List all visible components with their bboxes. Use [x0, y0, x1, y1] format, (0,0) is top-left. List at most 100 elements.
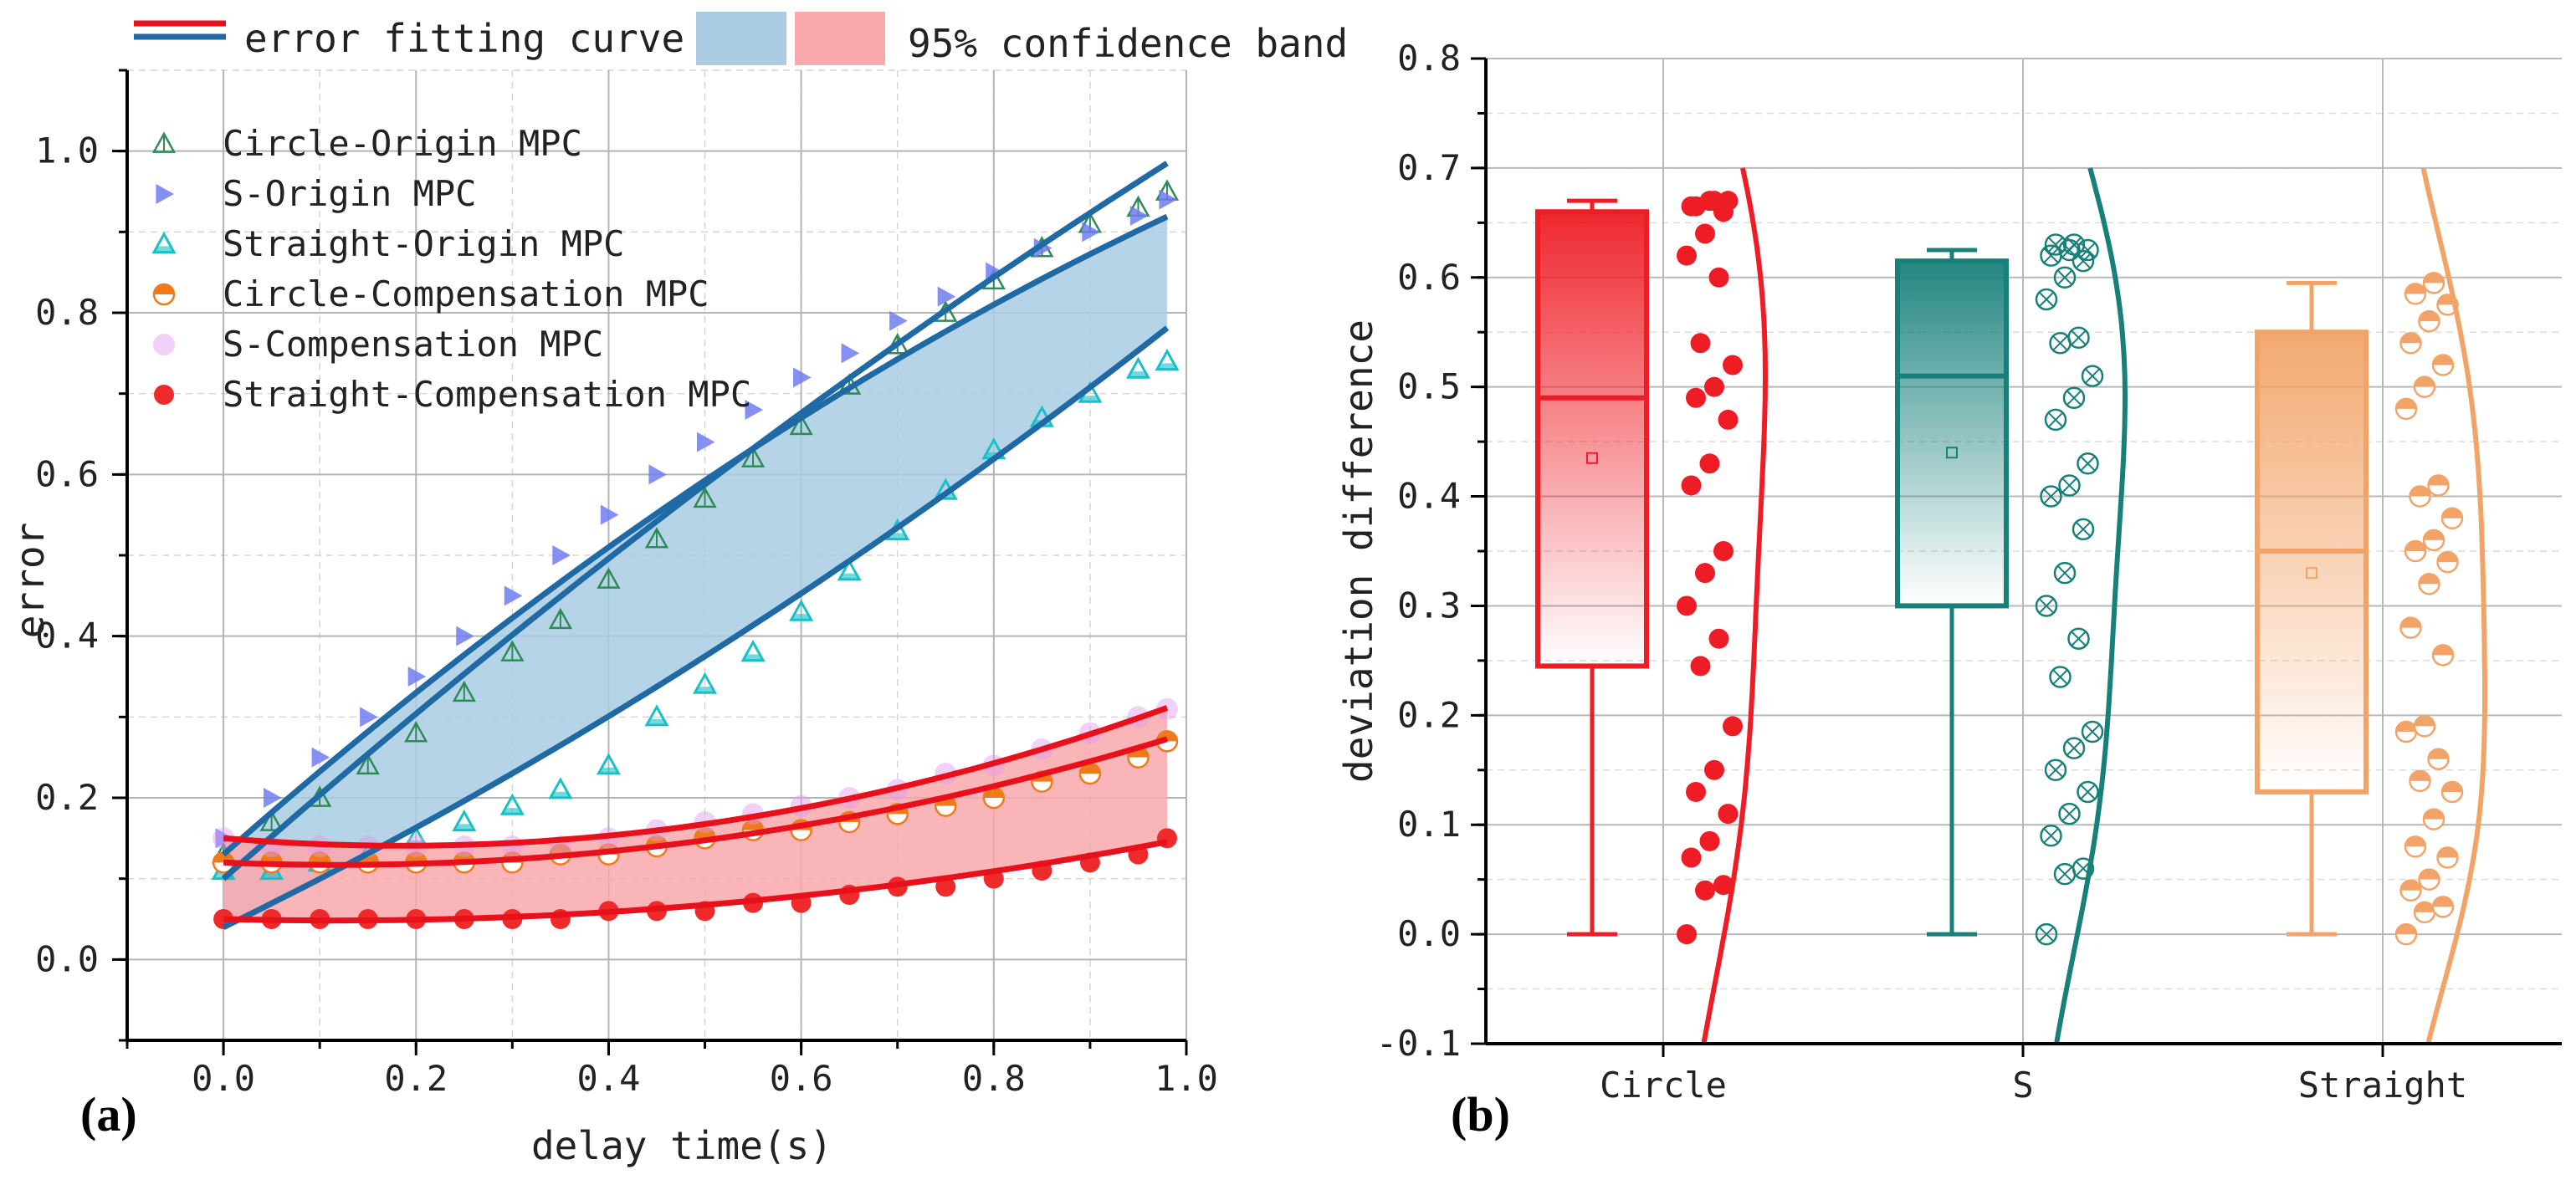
panel-b: -0.1 0.0 0.1 0.2 0.3 0.4 0.5 0.6 0.7 0.8 Circle S St…	[1336, 38, 2562, 1142]
panel-b-y-axis-label: deviation difference	[1336, 319, 1381, 783]
data-point	[552, 545, 571, 565]
y-tick-label: 0.5	[1397, 366, 1461, 407]
mean-marker	[1946, 447, 1958, 459]
data-point	[793, 367, 812, 388]
data-point-x2	[2038, 598, 2055, 614]
y-tick-label: 0.7	[1397, 147, 1461, 188]
data-point-fill	[453, 824, 474, 830]
data-point-fill	[2424, 273, 2444, 284]
data-point	[2058, 474, 2081, 497]
data-point	[1723, 355, 1743, 375]
legend-label: S-Compensation MPC	[223, 324, 603, 365]
data-point-fill	[2400, 880, 2421, 891]
x-tick-label: 0.8	[962, 1058, 1026, 1099]
data-point-x2	[2080, 242, 2096, 258]
data-point-fill	[550, 791, 571, 798]
data-point	[501, 835, 524, 857]
data-point	[2040, 825, 2062, 847]
data-point-fill	[2433, 355, 2453, 365]
data-point-fill	[839, 573, 860, 580]
fit-curve	[221, 161, 1169, 881]
box-group-s	[1895, 167, 2128, 1045]
data-point	[1704, 191, 1724, 212]
box-iqr	[1895, 258, 2009, 609]
data-point-fill	[2433, 896, 2453, 907]
data-point-x2	[2043, 488, 2059, 504]
data-point	[2077, 780, 2099, 804]
data-point	[2040, 485, 2062, 508]
legend-red-band-swatch	[795, 12, 885, 65]
data-point	[2053, 266, 2077, 289]
y-tick-label: 0.1	[1397, 804, 1461, 845]
panel-b-ticks: -0.1 0.0 0.1 0.2 0.3 0.4 0.5 0.6 0.7 0.8 Circle S St…	[1376, 38, 2467, 1106]
data-point-fill	[2405, 541, 2425, 551]
data-point	[1686, 781, 1706, 802]
box-group-straight	[2255, 167, 2487, 1045]
panel-a-ticks: 0.0 0.2 0.4 0.6 0.8 1.0 0.0 0.2 0.4 0.6 0.8 1.0	[35, 69, 1218, 1099]
y-tick-label: -0.1	[1376, 1023, 1461, 1064]
data-point-x2	[2084, 368, 2101, 384]
data-point-fill	[743, 654, 764, 661]
box-iqr	[1535, 209, 1649, 669]
data-point-x2	[2084, 723, 2101, 740]
data-point-x2	[2047, 762, 2064, 778]
data-point	[504, 585, 523, 606]
data-point	[696, 432, 715, 452]
density-curve	[2420, 167, 2487, 1045]
panel-a: 0.0 0.2 0.4 0.6 0.8 1.0 0.0 0.2 0.4 0.6 0.8 1.0 Cir…	[8, 69, 1218, 1168]
panel-b-grid	[1486, 58, 2562, 1045]
data-point	[937, 286, 956, 307]
legend-marker-fill	[154, 284, 174, 294]
data-point-x2	[2043, 248, 2059, 263]
data-point	[2062, 386, 2086, 410]
data-point	[1033, 238, 1052, 258]
y-tick-label: 0.8	[35, 292, 99, 333]
data-point-x2	[2075, 521, 2092, 537]
data-point	[2062, 737, 2086, 759]
data-point-fill	[550, 844, 571, 855]
legend-label: Circle-Origin MPC	[223, 123, 582, 164]
top-legend: error fitting curve 95% confidence band	[134, 12, 1348, 66]
panel-a-fit-curves	[221, 161, 1170, 930]
panel-a-label: (a)	[80, 1087, 137, 1142]
data-point	[2081, 365, 2104, 387]
data-point-x2	[2038, 927, 2055, 942]
data-point	[745, 400, 764, 420]
data-point-fill	[310, 852, 330, 863]
data-point	[2053, 561, 2077, 585]
legend-marker	[153, 334, 175, 355]
mean-marker	[1586, 452, 1598, 464]
data-point-fill	[647, 718, 667, 725]
data-point-fill	[2419, 869, 2440, 880]
data-point-fill	[2419, 311, 2440, 322]
data-point	[2072, 518, 2095, 541]
data-point-x2	[2061, 806, 2077, 822]
data-point-fill	[2405, 836, 2425, 847]
panel-a-legend: Circle-Origin MPC S-Origin MPC Straight-Or…	[151, 123, 751, 415]
x-tick-label: Straight	[2298, 1065, 2467, 1106]
data-point-fill	[2415, 902, 2435, 912]
data-point-fill	[2415, 376, 2435, 387]
data-point-fill	[2396, 721, 2416, 732]
data-point-x2	[2056, 565, 2073, 581]
legend-label: Straight-Origin MPC	[223, 223, 624, 264]
data-point-fill	[694, 687, 715, 693]
panel-b-label: (b)	[1451, 1087, 1510, 1142]
legend-label: S-Origin MPC	[223, 173, 476, 214]
data-point-x2	[2056, 269, 2073, 285]
data-point-fill	[1079, 764, 1100, 774]
data-point	[2035, 288, 2058, 311]
data-point-x2	[2071, 329, 2087, 345]
legend-label: Straight-Compensation MPC	[223, 374, 751, 415]
fit-curve	[223, 705, 1169, 849]
data-point	[1686, 196, 1706, 217]
data-point	[456, 626, 474, 646]
data-point	[311, 747, 330, 768]
data-point-fill	[2400, 333, 2421, 344]
data-point-fill	[1079, 396, 1100, 402]
data-point	[407, 667, 427, 687]
data-point	[360, 707, 378, 728]
data-point	[1129, 206, 1149, 226]
y-tick-label: 0.6	[35, 453, 99, 494]
y-tick-label: 0.4	[1397, 476, 1461, 517]
